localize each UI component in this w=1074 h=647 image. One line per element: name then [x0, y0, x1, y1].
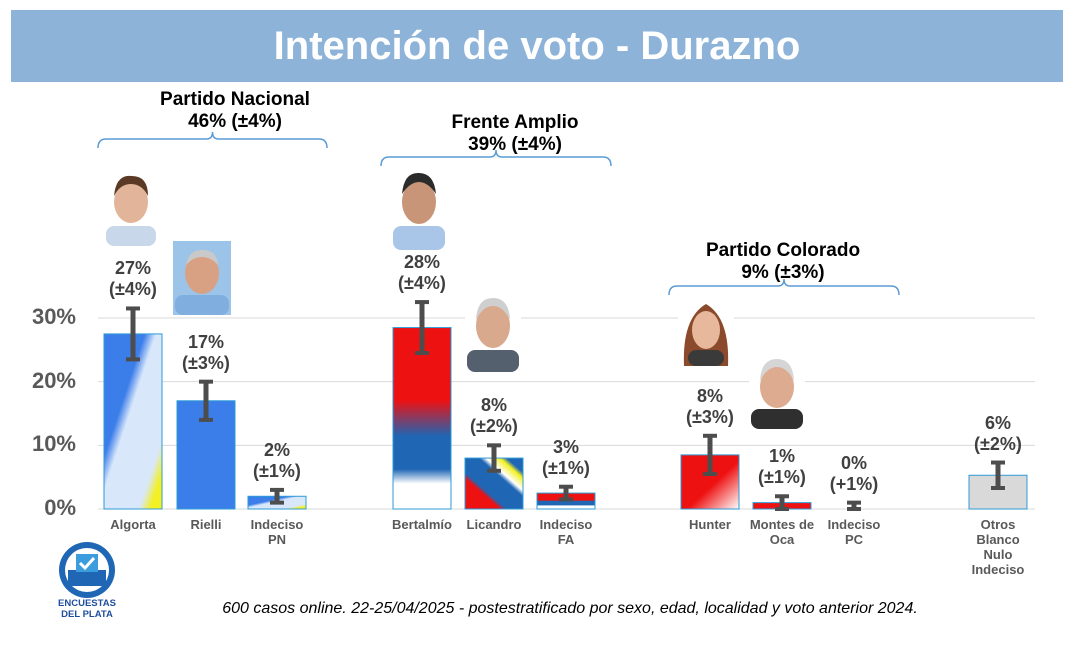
logo-text: ENCUESTAS DEL PLATA	[48, 598, 126, 620]
x-tick-label: Hunter	[689, 517, 731, 532]
group-brace	[380, 149, 612, 167]
party-total: 46% (±4%)	[188, 111, 282, 132]
data-label: 27% (±4%)	[109, 258, 157, 300]
title-banner: Intención de voto - Durazno	[11, 10, 1063, 82]
candidate-photo-bertalmio	[390, 168, 448, 250]
candidate-photo-montes-de-oca	[749, 355, 805, 429]
data-label: 17% (±3%)	[182, 331, 230, 373]
party-label-colorado: Partido Colorado 9% (±3%)	[668, 240, 898, 284]
x-tick-label: Indeciso PC	[827, 517, 881, 547]
party-total: 9% (±3%)	[741, 262, 825, 283]
error-bar	[775, 494, 789, 511]
x-tick-label: Algorta	[110, 517, 156, 532]
party-label-nacional: Partido Nacional 46% (±4%)	[120, 89, 350, 133]
bar-bertalmío	[392, 327, 452, 510]
candidate-photo-licandro	[465, 292, 521, 372]
footnote: 600 casos online. 22-25/04/2025 - postes…	[222, 600, 918, 617]
data-label: 28% (±4%)	[398, 252, 446, 294]
data-label: 8% (±3%)	[686, 385, 734, 427]
error-bar	[487, 443, 501, 473]
party-name: Frente Amplio	[451, 112, 579, 133]
candidate-photo-rielli	[173, 241, 231, 315]
party-name: Partido Nacional	[160, 89, 310, 110]
group-brace	[668, 278, 900, 296]
y-tick-label: 30%	[31, 304, 76, 329]
x-tick-label: Indeciso FA	[539, 517, 593, 547]
y-tick-label: 0%	[44, 495, 76, 520]
candidate-photo-algorta	[102, 170, 160, 246]
error-bar	[559, 484, 573, 502]
x-tick-label: Bertalmío	[392, 517, 452, 532]
x-tick-label: Indeciso PN	[250, 517, 304, 547]
bar-algorta	[103, 333, 163, 510]
chart-title: Intención de voto - Durazno	[273, 24, 801, 68]
data-label: 0% (+1%)	[829, 452, 879, 494]
data-label: 1% (±1%)	[758, 446, 806, 488]
error-bar	[847, 500, 861, 511]
data-label: 8% (±2%)	[470, 395, 518, 437]
y-tick-label: 20%	[31, 367, 76, 393]
candidate-photo-hunter	[678, 298, 734, 366]
data-label: 3% (±1%)	[542, 436, 590, 478]
logo: ENCUESTAS DEL PLATA	[48, 540, 126, 626]
x-tick-label: Otros Blanco Nulo Indeciso	[971, 517, 1025, 577]
x-tick-label: Rielli	[190, 517, 222, 532]
error-bar	[270, 487, 284, 505]
logo-text-line1: ENCUESTAS	[58, 598, 116, 609]
error-bar	[703, 433, 717, 476]
error-bar	[126, 306, 140, 362]
logo-text-line2: DEL PLATA	[61, 609, 113, 620]
error-bar	[199, 379, 213, 422]
y-tick-label: 10%	[31, 431, 76, 457]
data-label: 6% (±2%)	[974, 412, 1022, 454]
error-bar	[415, 300, 429, 356]
x-tick-label: Licandro	[466, 517, 522, 532]
data-label: 2% (±1%)	[253, 439, 301, 481]
party-total: 39% (±4%)	[468, 134, 562, 155]
ballot-box-icon	[59, 542, 115, 598]
party-name: Partido Colorado	[705, 240, 861, 261]
x-tick-label: Montes de Oca	[749, 517, 815, 547]
party-label-frente-amplio: Frente Amplio 39% (±4%)	[400, 112, 630, 156]
error-bar	[991, 460, 1005, 490]
group-brace	[97, 131, 328, 149]
